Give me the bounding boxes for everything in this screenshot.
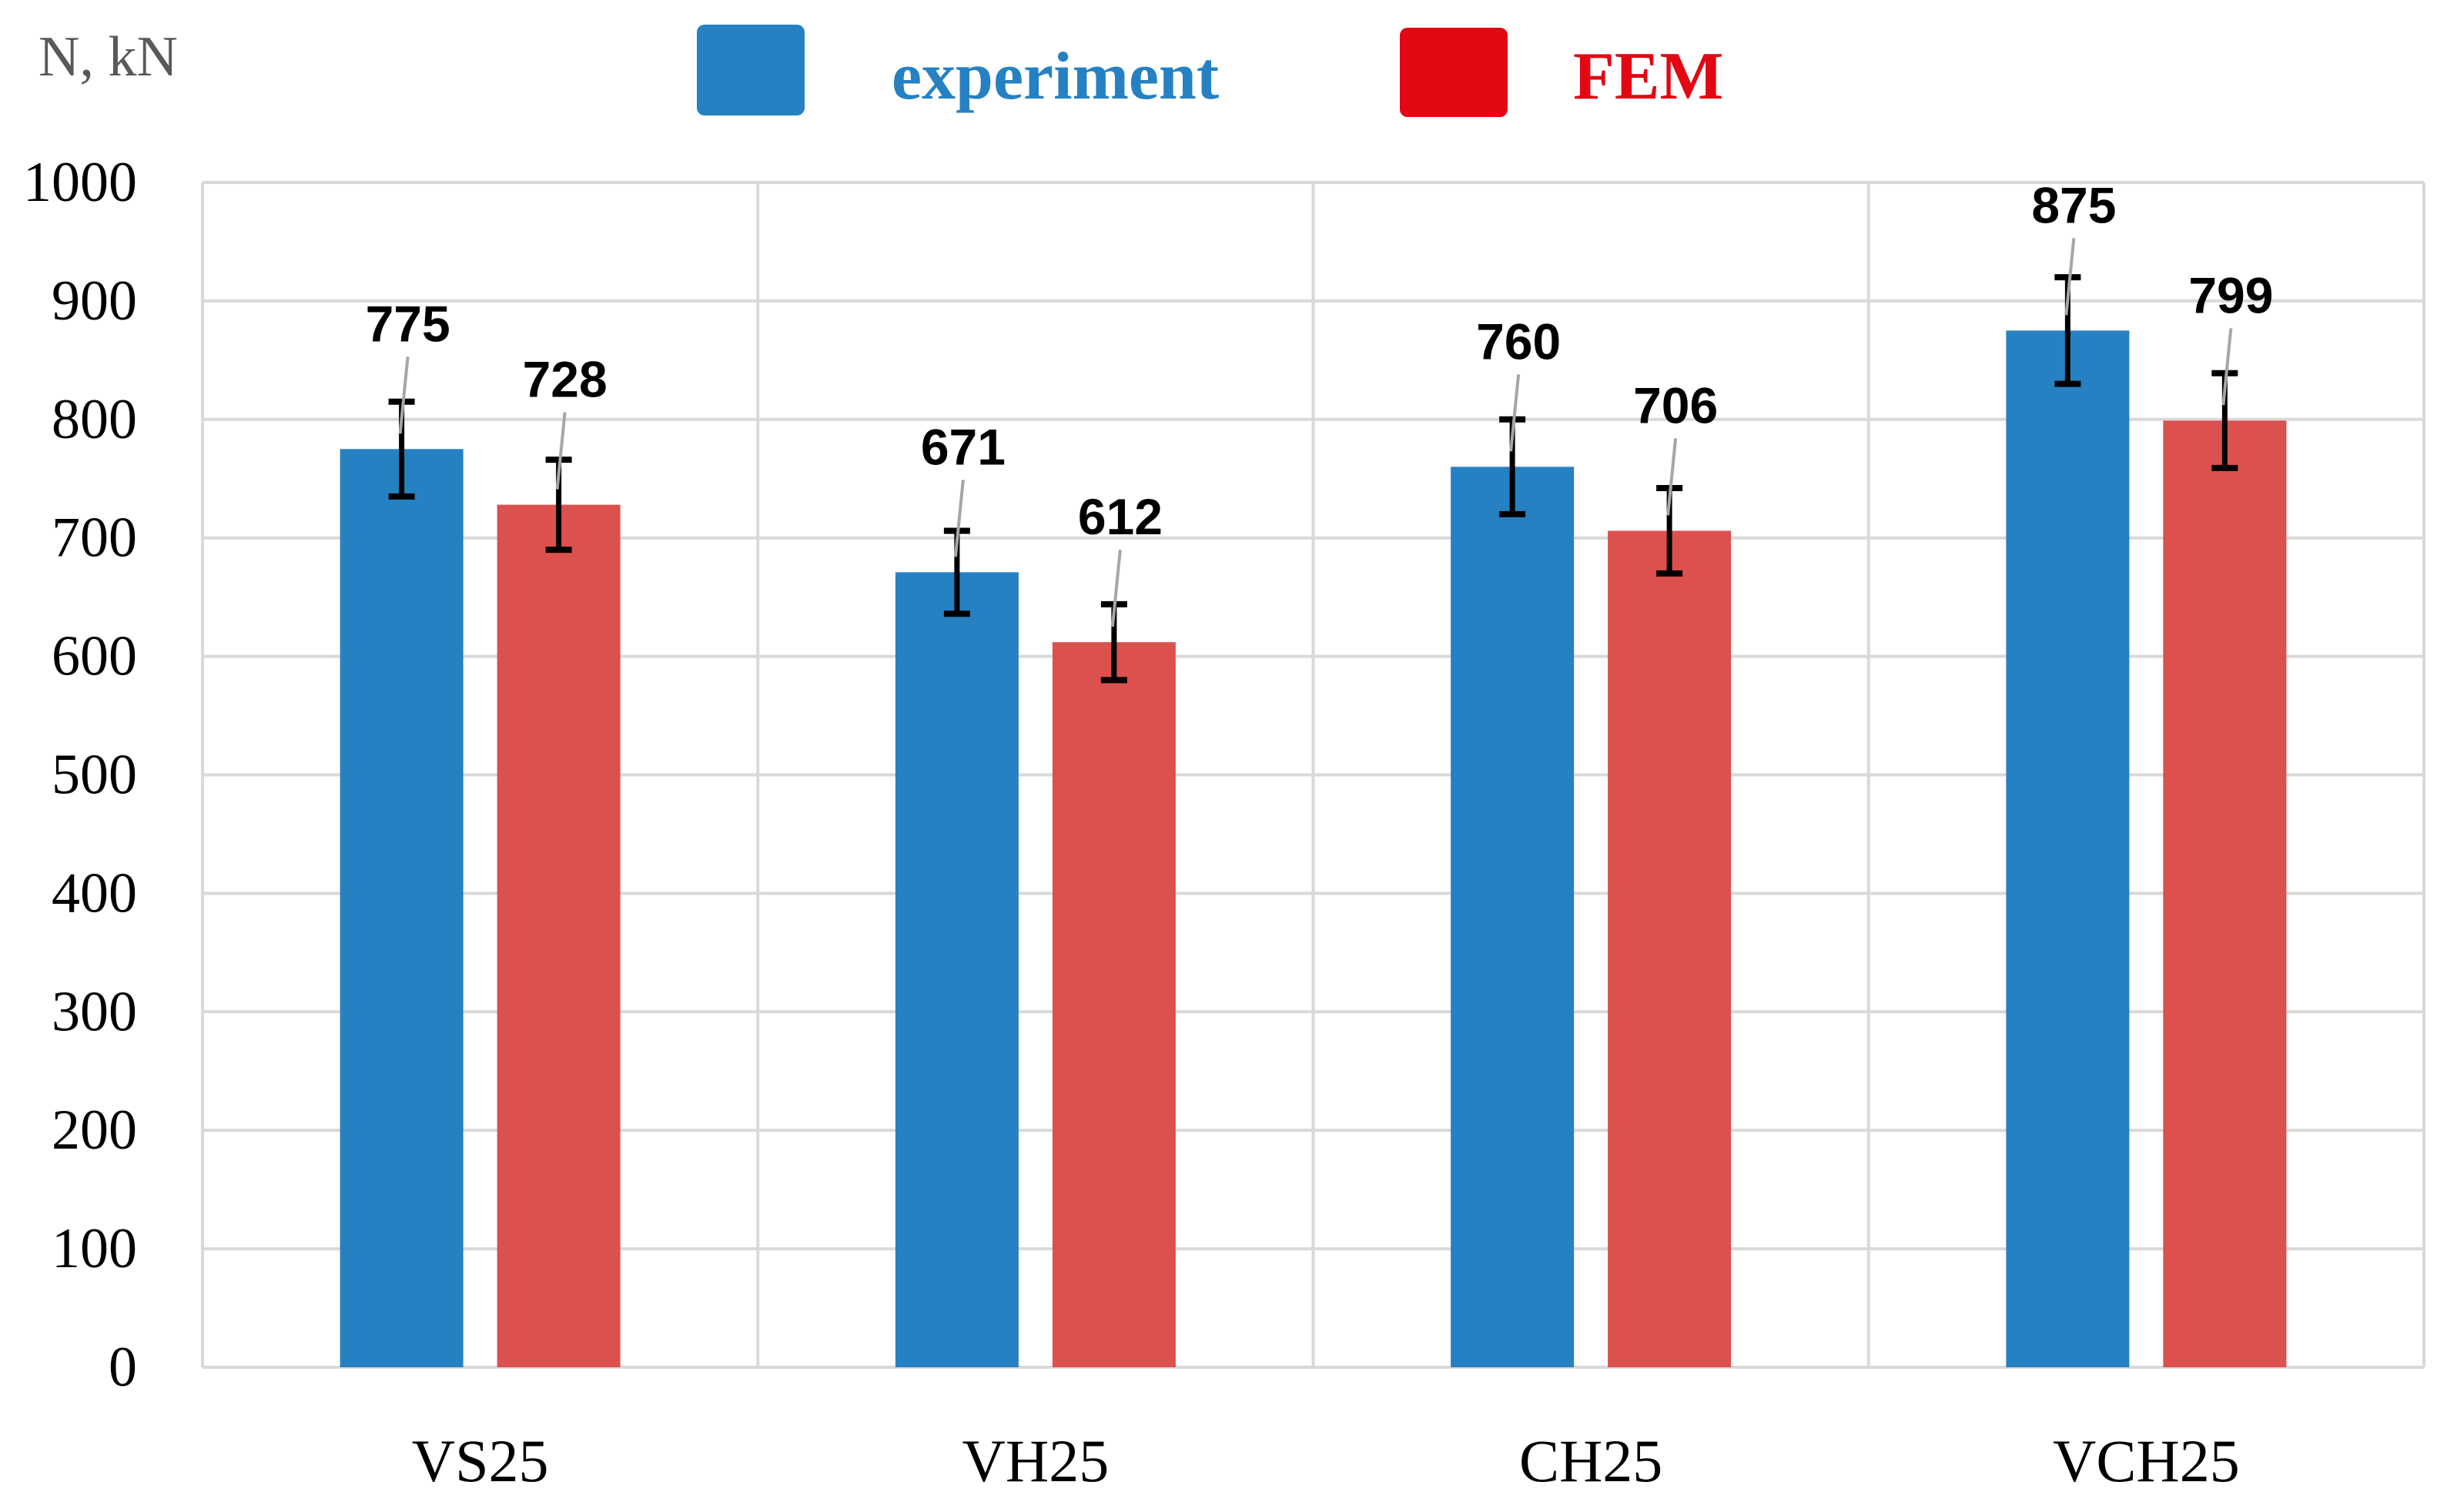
data-label: 706: [1633, 376, 1718, 433]
label-leader-line: [1509, 374, 1521, 452]
data-label: 875: [2031, 176, 2116, 233]
y-tick-label: 800: [52, 388, 137, 451]
label-leader-line: [1666, 438, 1678, 516]
y-tick-label: 700: [52, 507, 137, 570]
data-labels-layer: 775 671 760 875 728 612 706 799: [366, 176, 2273, 627]
bar-experiment-vch25: [2006, 330, 2130, 1367]
y-tick-label: 0: [109, 1336, 137, 1399]
legend-label-fem: FEM: [1573, 39, 1724, 114]
label-leader-line: [1110, 549, 1122, 627]
axes-layer: 0 100 200 300 400 500 600 700 800 900 1000 VS25 VH25…: [23, 151, 2240, 1494]
bar-fem-vch25: [2163, 420, 2287, 1367]
y-tick-label: 200: [52, 1099, 137, 1162]
y-tick-label: 600: [52, 625, 137, 688]
bars-layer: [340, 330, 2287, 1368]
label-leader-line: [555, 412, 567, 490]
x-tick-label: VS25: [412, 1427, 549, 1494]
data-label: 799: [2188, 266, 2273, 323]
y-tick-label: 900: [52, 269, 137, 333]
label-leader-line: [2221, 328, 2233, 406]
bar-fem-vh25: [1052, 642, 1176, 1367]
legend-swatch-fem: [1400, 28, 1508, 117]
y-axis-title: N, kN: [38, 25, 178, 89]
label-leader-line: [398, 356, 410, 434]
x-tick-label: CH25: [1519, 1427, 1662, 1494]
data-label: 612: [1078, 488, 1163, 545]
legend: experiment FEM: [697, 25, 1724, 117]
data-label: 728: [523, 351, 608, 408]
label-leader-line: [953, 480, 965, 557]
bar-fem-vs25: [497, 504, 621, 1368]
bar-fem-ch25: [1608, 530, 1732, 1367]
y-tick-label: 1000: [23, 151, 137, 214]
y-tick-label: 100: [52, 1217, 137, 1280]
y-tick-label: 300: [52, 980, 137, 1043]
legend-label-experiment: experiment: [892, 39, 1219, 114]
data-label: 760: [1476, 313, 1561, 370]
data-label: 775: [366, 295, 450, 352]
data-label: 671: [921, 418, 1006, 475]
bar-experiment-ch25: [1451, 467, 1575, 1367]
y-tick-label: 500: [52, 744, 137, 807]
label-leader-line: [2064, 238, 2076, 316]
bar-experiment-vs25: [340, 449, 464, 1367]
y-tick-label: 400: [52, 861, 137, 925]
legend-swatch-experiment: [697, 25, 805, 115]
x-tick-label: VCH25: [2053, 1427, 2240, 1494]
bar-experiment-vh25: [895, 572, 1019, 1367]
x-tick-label: VH25: [962, 1427, 1110, 1494]
